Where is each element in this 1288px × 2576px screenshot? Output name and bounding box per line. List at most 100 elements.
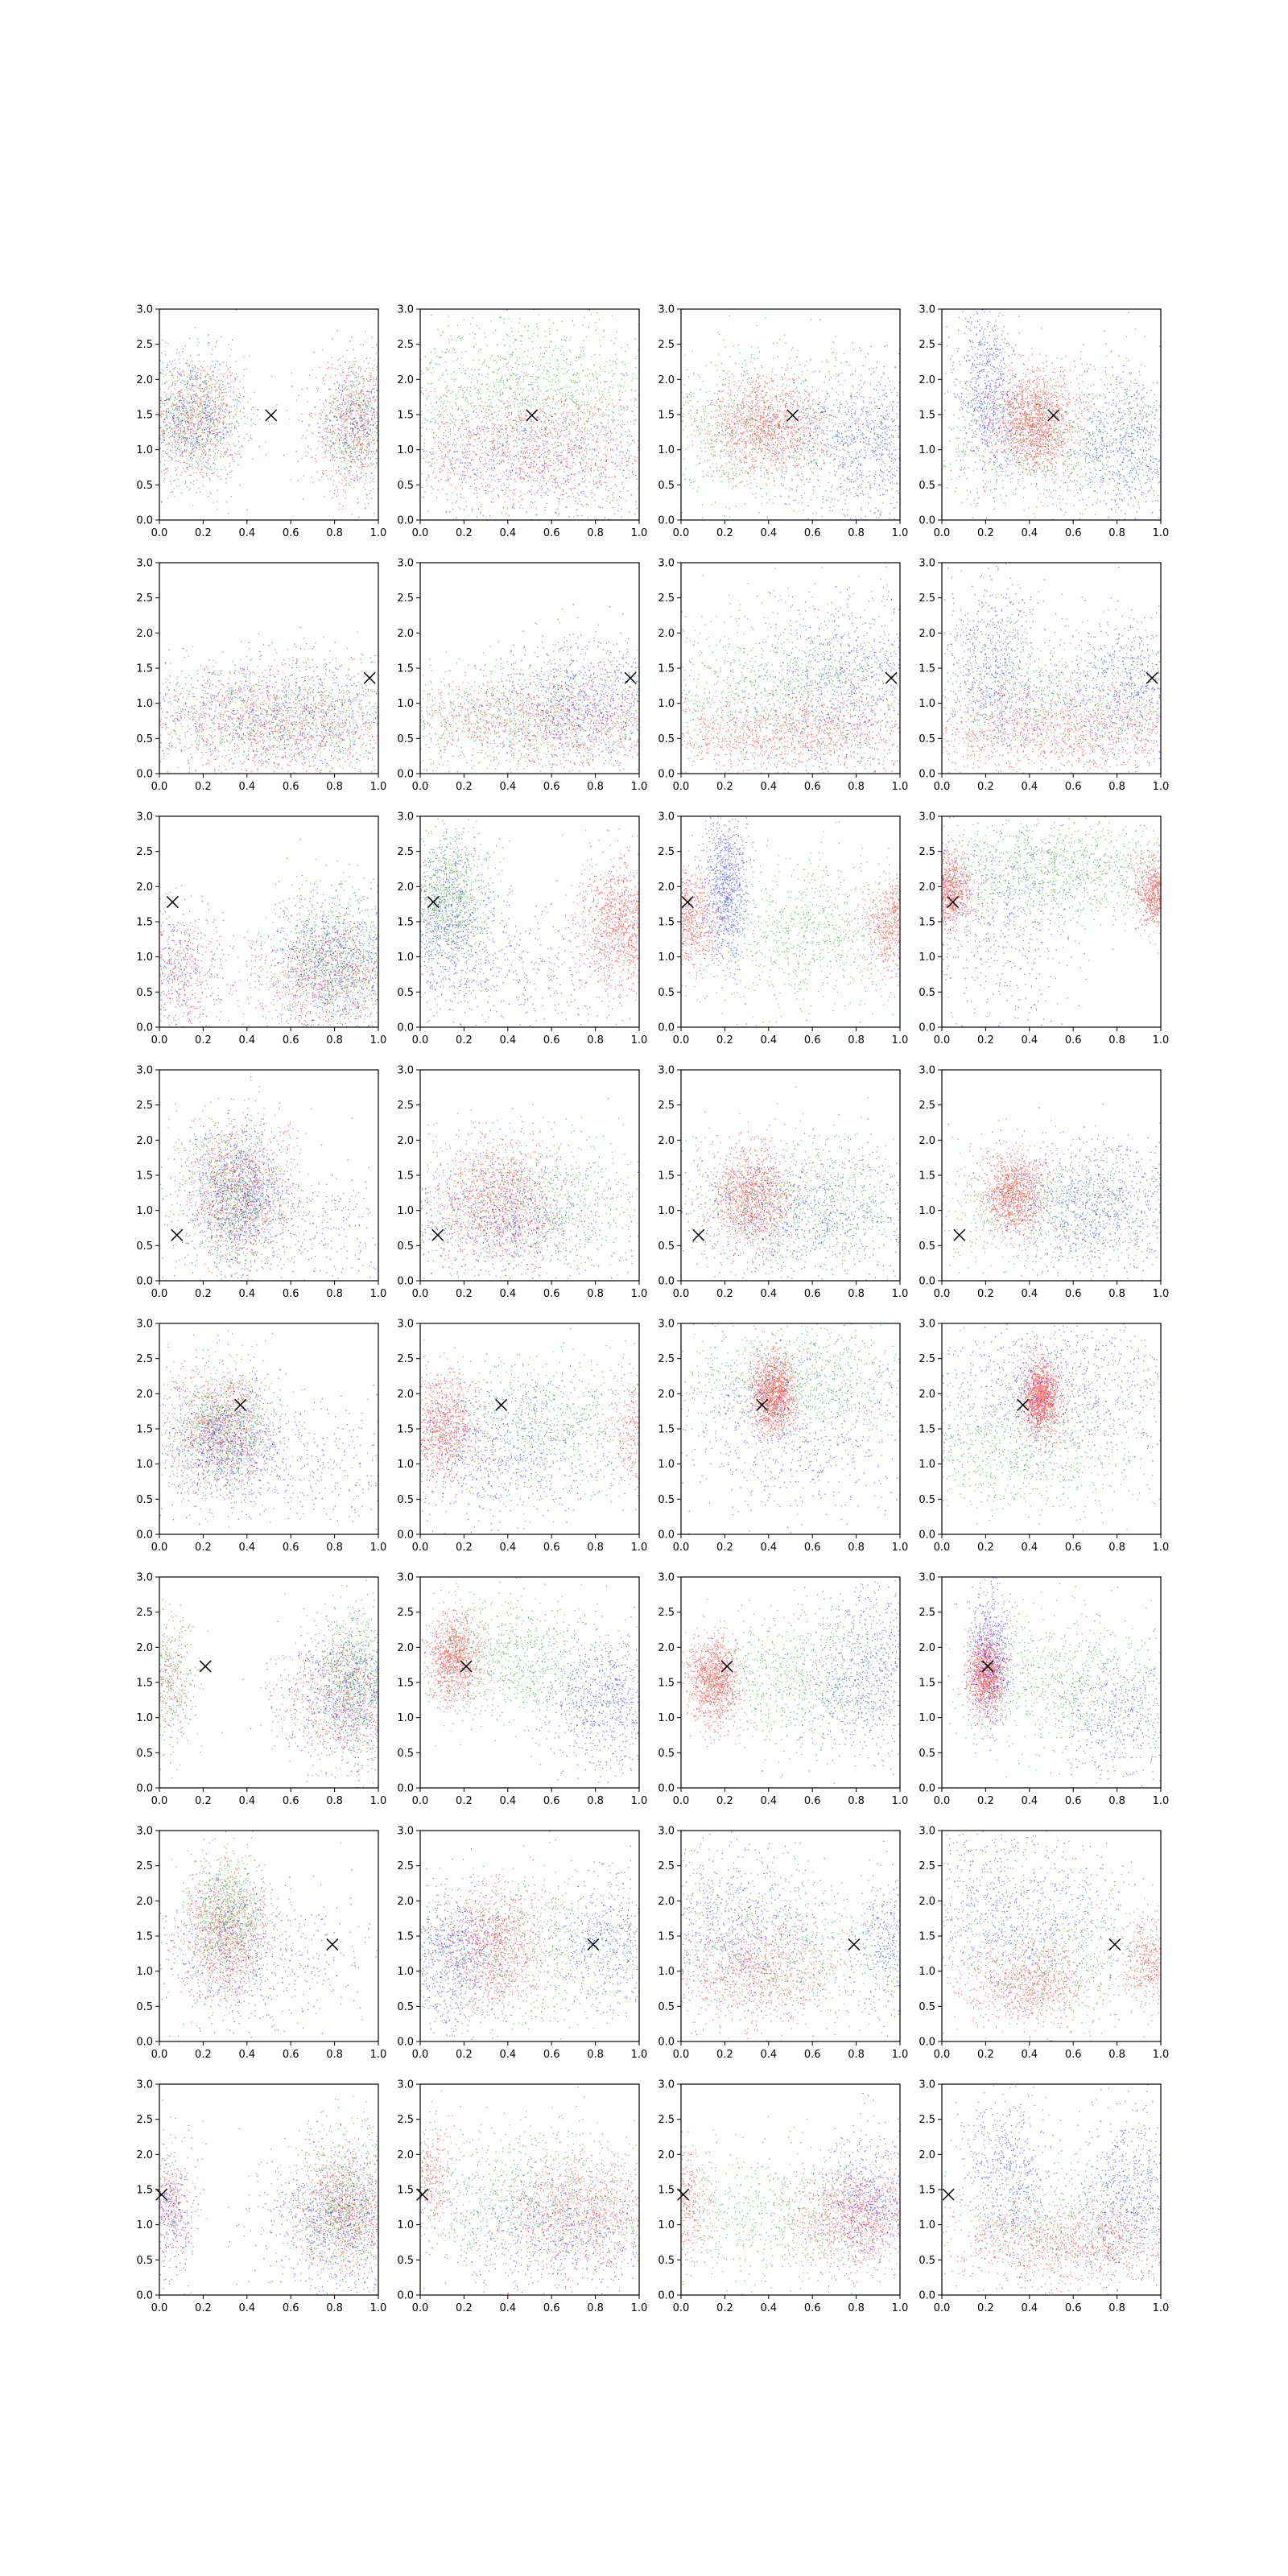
x-tick-label: 0.6 — [283, 1288, 299, 1300]
y-tick-label: 2.5 — [919, 592, 935, 605]
x-tick-label: 0.2 — [716, 1034, 733, 1046]
x-tick-label: 1.0 — [631, 1542, 648, 1554]
x-tick-label: 0.4 — [1021, 1542, 1038, 1554]
x-tick-label: 0.2 — [195, 781, 212, 793]
x-tick-label: 0.0 — [151, 1542, 168, 1554]
x-tick-label: 1.0 — [631, 2302, 648, 2314]
x-tick-label: 0.2 — [456, 2049, 473, 2061]
x-tick-label: 0.0 — [934, 2049, 951, 2061]
y-tick-label: 2.5 — [919, 339, 935, 351]
x-tick-label: 0.8 — [1108, 527, 1125, 539]
x-tick-label: 0.6 — [804, 1542, 821, 1554]
y-tick-label: 1.0 — [397, 1712, 414, 1724]
x-tick-label: 0.2 — [456, 1542, 473, 1554]
y-tick-label: 2.0 — [397, 628, 414, 640]
y-tick-label: 0.0 — [658, 1276, 675, 1288]
x-tick-label: 0.0 — [412, 2302, 429, 2314]
y-tick-label: 1.0 — [919, 1712, 935, 1724]
y-tick-label: 1.5 — [919, 2185, 935, 2197]
y-tick-label: 2.5 — [397, 592, 414, 605]
x-tick-label: 1.0 — [1153, 1542, 1170, 1554]
x-tick-label: 0.6 — [804, 1288, 821, 1300]
y-tick-label: 2.0 — [397, 1135, 414, 1147]
y-tick-label: 2.0 — [658, 1642, 675, 1654]
x-tick-label: 1.0 — [892, 527, 909, 539]
y-tick-label: 1.5 — [658, 1424, 675, 1436]
y-tick-label: 0.0 — [136, 1530, 153, 1542]
y-tick-label: 0.0 — [136, 2290, 153, 2302]
x-tick-label: 0.6 — [283, 1542, 299, 1554]
y-tick-label: 0.0 — [658, 1783, 675, 1795]
y-tick-label: 1.0 — [919, 952, 935, 964]
y-tick-label: 1.5 — [919, 1424, 935, 1436]
y-tick-label: 0.0 — [136, 769, 153, 781]
x-tick-label: 1.0 — [1153, 1795, 1170, 1807]
x-tick-label: 1.0 — [892, 781, 909, 793]
y-tick-label: 0.0 — [397, 515, 414, 527]
x-tick-label: 0.8 — [326, 781, 343, 793]
x-tick-label: 0.0 — [412, 781, 429, 793]
x-tick-label: 0.8 — [1108, 1795, 1125, 1807]
x-tick-label: 1.0 — [370, 781, 387, 793]
y-tick-label: 3.0 — [919, 558, 935, 570]
x-tick-label: 0.6 — [283, 781, 299, 793]
x-tick-label: 0.2 — [456, 1288, 473, 1300]
y-tick-label: 1.0 — [919, 2219, 935, 2231]
x-tick-label: 1.0 — [631, 1034, 648, 1046]
y-tick-label: 2.5 — [397, 1100, 414, 1112]
x-tick-label: 0.2 — [716, 1288, 733, 1300]
x-tick-label: 0.6 — [804, 781, 821, 793]
y-tick-label: 2.0 — [397, 881, 414, 894]
y-tick-label: 3.0 — [919, 1572, 935, 1584]
x-tick-label: 0.8 — [848, 1542, 865, 1554]
y-tick-label: 1.0 — [919, 1459, 935, 1471]
y-tick-label: 0.5 — [397, 2255, 414, 2267]
x-tick-label: 0.6 — [543, 527, 560, 539]
y-tick-label: 2.5 — [397, 2114, 414, 2126]
y-tick-label: 2.5 — [136, 1607, 153, 1619]
y-tick-label: 1.0 — [658, 1712, 675, 1724]
x-tick-label: 0.6 — [1065, 2049, 1082, 2061]
x-tick-label: 0.2 — [456, 1795, 473, 1807]
x-tick-label: 0.4 — [760, 1795, 777, 1807]
y-tick-label: 1.0 — [658, 952, 675, 964]
y-tick-label: 0.5 — [919, 733, 935, 745]
x-tick-label: 0.8 — [587, 781, 604, 793]
y-tick-label: 1.0 — [658, 1205, 675, 1217]
x-tick-label: 0.2 — [977, 2049, 994, 2061]
y-tick-label: 0.0 — [397, 1783, 414, 1795]
y-tick-label: 2.5 — [397, 1353, 414, 1365]
x-tick-label: 0.8 — [326, 527, 343, 539]
y-tick-label: 2.5 — [658, 1607, 675, 1619]
y-tick-label: 2.0 — [919, 1389, 935, 1401]
x-tick-label: 0.4 — [499, 781, 516, 793]
y-tick-label: 2.5 — [658, 2114, 675, 2126]
x-tick-label: 0.2 — [716, 781, 733, 793]
y-tick-label: 0.0 — [136, 1022, 153, 1034]
x-tick-label: 0.8 — [1108, 1542, 1125, 1554]
x-tick-label: 1.0 — [370, 1795, 387, 1807]
y-tick-label: 0.0 — [136, 515, 153, 527]
x-tick-label: 0.4 — [1021, 1034, 1038, 1046]
y-tick-label: 3.0 — [658, 304, 675, 316]
x-tick-label: 0.4 — [238, 1034, 255, 1046]
y-tick-label: 1.0 — [919, 1205, 935, 1217]
y-tick-label: 0.0 — [136, 1276, 153, 1288]
y-tick-label: 1.0 — [397, 1459, 414, 1471]
y-tick-label: 1.5 — [136, 410, 153, 422]
y-tick-label: 1.0 — [136, 444, 153, 456]
y-tick-label: 2.0 — [397, 1896, 414, 1908]
y-tick-label: 1.5 — [136, 1424, 153, 1436]
x-tick-label: 0.2 — [977, 527, 994, 539]
y-tick-label: 0.5 — [919, 1748, 935, 1760]
x-tick-label: 0.6 — [543, 1795, 560, 1807]
x-tick-label: 0.8 — [1108, 2302, 1125, 2314]
y-tick-label: 0.0 — [397, 2290, 414, 2302]
y-tick-label: 0.0 — [919, 1783, 935, 1795]
y-tick-label: 0.5 — [658, 480, 675, 492]
x-tick-label: 0.4 — [1021, 781, 1038, 793]
x-tick-label: 0.8 — [587, 1542, 604, 1554]
x-tick-label: 1.0 — [892, 1542, 909, 1554]
x-tick-label: 0.4 — [760, 1034, 777, 1046]
y-tick-label: 0.5 — [136, 2001, 153, 2013]
